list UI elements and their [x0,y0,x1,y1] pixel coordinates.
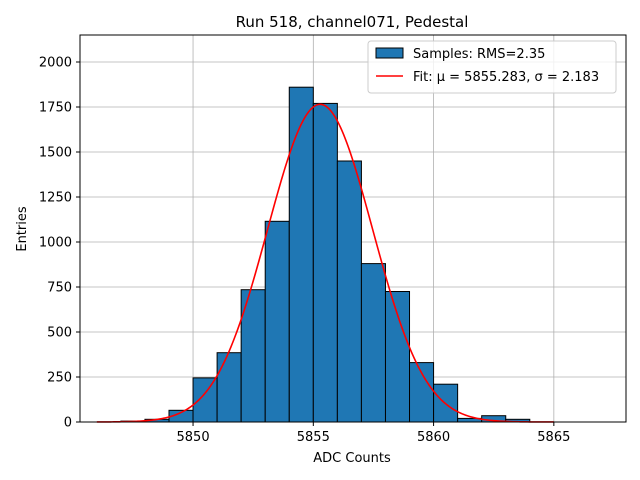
y-tick-label: 250 [47,371,72,386]
legend-box [367,40,617,94]
histogram-bar [360,263,386,423]
y-tick-label: 1750 [39,101,72,116]
y-tick-label: 1500 [39,146,72,161]
y-tick-label: 500 [47,326,72,341]
histogram-bar [312,102,338,423]
legend-fit-label: Fit: μ = 5855.283, σ = 2.183 [413,70,599,85]
x-axis-ticks: 5850 5855 5860 5865 [177,422,570,445]
chart-title: Run 518, channel071, Pedestal [236,13,469,31]
fit-curve [96,103,554,423]
legend-histogram-patch [375,47,404,59]
y-tick-label: 750 [47,281,72,296]
histogram-bar [216,352,242,423]
x-tick-label: 5865 [537,430,570,445]
histogram-bar [288,86,314,423]
y-axis-ticks: 0 250 500 750 1000 1250 1500 1750 2000 [39,56,80,431]
histogram-bar [264,220,290,423]
y-tick-label: 1000 [39,236,72,251]
x-tick-label: 5860 [417,430,450,445]
x-tick-label: 5850 [177,430,210,445]
fit-curve-group [96,103,554,423]
histogram-bar [336,160,362,423]
x-tick-label: 5855 [297,430,330,445]
plot-frame [79,34,627,423]
histogram-bar [192,377,218,423]
y-tick-label: 2000 [39,56,72,71]
histogram-bars [120,86,531,423]
y-tick-label: 0 [64,416,72,431]
legend-histogram-label: Samples: RMS=2.35 [413,47,545,62]
legend: Samples: RMS=2.35 Fit: μ = 5855.283, σ =… [367,40,617,94]
histogram-bar [384,291,411,423]
x-axis-label: ADC Counts [313,451,391,466]
y-tick-label: 1250 [39,191,72,206]
y-axis-label: Entries [15,206,30,252]
